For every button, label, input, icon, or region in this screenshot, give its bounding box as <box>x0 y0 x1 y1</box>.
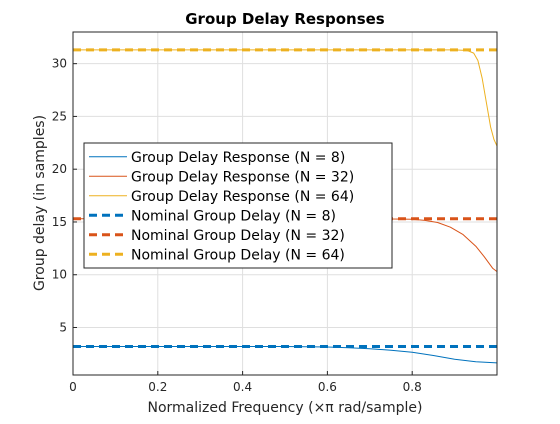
legend-label: Group Delay Response (N = 8) <box>131 150 345 166</box>
y-tick-label: 25 <box>52 109 67 123</box>
x-tick-label: 0.8 <box>403 380 422 394</box>
x-tick-label: 0.4 <box>233 380 252 394</box>
y-tick-label: 10 <box>52 268 67 282</box>
chart-title: Group Delay Responses <box>185 10 385 28</box>
legend-label: Group Delay Response (N = 64) <box>131 189 354 205</box>
x-tick-label: 0.2 <box>148 380 167 394</box>
y-axis-label: Group delay (in samples) <box>32 115 48 291</box>
y-tick-label: 15 <box>52 215 67 229</box>
legend-box <box>83 142 393 269</box>
y-tick-label: 20 <box>52 162 67 176</box>
legend-label: Nominal Group Delay (N = 32) <box>131 228 345 244</box>
x-tick-label: 0.6 <box>318 380 337 394</box>
legend-label: Nominal Group Delay (N = 64) <box>131 247 345 263</box>
legend-label: Group Delay Response (N = 32) <box>131 169 354 185</box>
y-tick-label: 5 <box>59 321 67 335</box>
axis-ticks: 0 0.2 0.4 0.6 0.8 5 10 15 20 25 30 <box>52 57 422 394</box>
legend: Group Delay Response (N = 8) Group Delay … <box>83 142 393 269</box>
x-tick-label: 0 <box>69 380 77 394</box>
plot-frame <box>72 31 498 376</box>
x-axis-label: Normalized Frequency (×π rad/sample) <box>148 400 423 416</box>
y-tick-label: 30 <box>52 57 67 71</box>
legend-label: Nominal Group Delay (N = 8) <box>131 208 336 224</box>
